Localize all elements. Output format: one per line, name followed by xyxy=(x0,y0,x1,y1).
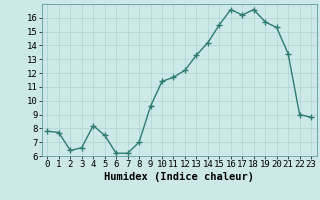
X-axis label: Humidex (Indice chaleur): Humidex (Indice chaleur) xyxy=(104,172,254,182)
